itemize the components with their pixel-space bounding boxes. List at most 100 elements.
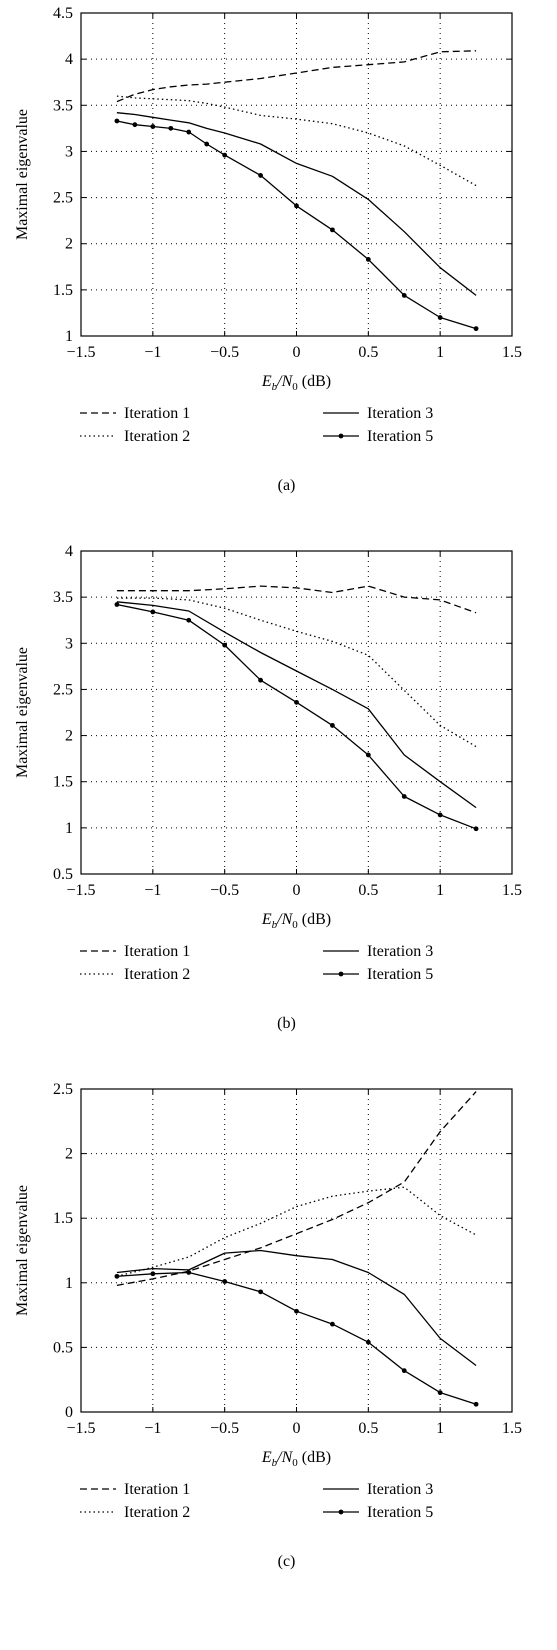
y-tick-label: 0.5 bbox=[53, 866, 73, 883]
chart-panel-1: −1.5 −1 −0.5 0 0.5 1 1.5 1 1.5 2 2.5 3 3.5 4 4.5 Maxima… bbox=[14, 5, 522, 494]
x-tick-label: −0.5 bbox=[210, 1420, 239, 1437]
data-point bbox=[186, 1270, 192, 1275]
series-line-iteration-3 bbox=[116, 601, 477, 809]
x-tick-label: −1 bbox=[144, 344, 161, 361]
data-point bbox=[222, 642, 228, 648]
legend-entry-label: Iteration 2 bbox=[124, 966, 190, 983]
data-point bbox=[222, 152, 228, 158]
y-tick-label: 1 bbox=[65, 820, 73, 837]
y-tick-label: 1 bbox=[65, 328, 73, 345]
x-tick-label: −1.5 bbox=[66, 344, 95, 361]
data-point bbox=[258, 677, 263, 683]
legend-entry-label: Iteration 3 bbox=[367, 405, 433, 422]
data-point bbox=[330, 723, 335, 728]
data-point bbox=[473, 826, 479, 832]
x-tick-label: 1.5 bbox=[502, 1420, 522, 1437]
y-tick-label: 3.5 bbox=[53, 589, 73, 606]
series-line-iteration-2 bbox=[116, 95, 477, 187]
y-tick-label: 2 bbox=[65, 728, 73, 745]
x-tick-label: 1 bbox=[436, 1420, 444, 1437]
y-axis-title: Maximal eigenvalue bbox=[14, 109, 31, 240]
series-line-iteration-2 bbox=[116, 1186, 477, 1277]
data-point bbox=[186, 617, 192, 623]
data-point bbox=[294, 203, 299, 209]
x-tick-label: −1 bbox=[144, 882, 161, 899]
legend-entry-label: Iteration 5 bbox=[367, 428, 433, 445]
y-tick-label: 0 bbox=[65, 1404, 73, 1421]
series-line-iteration-2 bbox=[116, 597, 477, 748]
data-point bbox=[473, 326, 479, 332]
data-point bbox=[473, 1401, 479, 1407]
data-point bbox=[365, 752, 371, 758]
y-tick-label: 4 bbox=[65, 543, 73, 560]
x-tick-label: −1.5 bbox=[66, 1420, 95, 1437]
data-point bbox=[258, 173, 263, 178]
y-axis-title: Maximal eigenvalue bbox=[14, 647, 31, 778]
legend-entry-label: Iteration 5 bbox=[367, 966, 433, 983]
data-point bbox=[330, 227, 335, 233]
series-line-iteration-3 bbox=[116, 112, 477, 296]
data-point bbox=[150, 1271, 156, 1277]
plot-frame bbox=[80, 1088, 513, 1413]
y-tick-label: 0.5 bbox=[53, 1339, 73, 1356]
data-point bbox=[222, 1279, 228, 1284]
data-point bbox=[294, 1308, 299, 1314]
x-tick-label: 1.5 bbox=[502, 882, 522, 899]
plot-frame bbox=[80, 12, 513, 337]
x-axis-title: Eb/N0 (dB) bbox=[261, 911, 331, 931]
panel-label: (c) bbox=[278, 1553, 296, 1570]
legend-entry-label: Iteration 2 bbox=[124, 428, 190, 445]
legend-entry-label: Iteration 3 bbox=[367, 943, 433, 960]
x-tick-label: 0.5 bbox=[358, 344, 378, 361]
data-point bbox=[365, 1339, 371, 1345]
x-tick-label: −1 bbox=[144, 1420, 161, 1437]
legend-entry-label: Iteration 1 bbox=[124, 1481, 190, 1498]
x-tick-label: 1.5 bbox=[502, 344, 522, 361]
y-tick-label: 3.5 bbox=[53, 97, 73, 114]
x-tick-label: 1 bbox=[436, 344, 444, 361]
series-line-iteration-1 bbox=[116, 585, 477, 614]
data-point bbox=[258, 1289, 263, 1295]
y-tick-label: 2.5 bbox=[53, 190, 73, 207]
data-point bbox=[401, 292, 407, 298]
data-point bbox=[114, 1273, 120, 1279]
data-point bbox=[330, 1321, 335, 1327]
legend: Iteration 1 Iteration 2 Iteration 3 Iterati… bbox=[80, 943, 433, 983]
data-point bbox=[150, 609, 156, 615]
data-point bbox=[132, 122, 138, 128]
y-tick-label: 1.5 bbox=[53, 774, 73, 791]
x-tick-label: −1.5 bbox=[66, 882, 95, 899]
legend-entry-label: Iteration 1 bbox=[124, 405, 190, 422]
x-tick-label: 0 bbox=[293, 882, 301, 899]
y-tick-label: 2 bbox=[65, 1146, 73, 1163]
data-point bbox=[204, 141, 210, 147]
data-point bbox=[294, 699, 299, 705]
legend-entry-label: Iteration 5 bbox=[367, 1504, 433, 1521]
legend-entry-label: Iteration 1 bbox=[124, 943, 190, 960]
x-tick-label: 0.5 bbox=[358, 1420, 378, 1437]
legend-entry-label: Iteration 3 bbox=[367, 1481, 433, 1498]
y-tick-label: 4.5 bbox=[53, 5, 73, 22]
data-point bbox=[186, 129, 192, 135]
data-point bbox=[168, 125, 174, 131]
series-line-iteration-5 bbox=[116, 120, 477, 330]
y-tick-label: 3 bbox=[65, 143, 73, 160]
x-axis-title: Eb/N0 (dB) bbox=[261, 1449, 331, 1469]
series-line-iteration-1 bbox=[116, 1091, 477, 1287]
legend: Iteration 1 Iteration 2 Iteration 3 Iterati… bbox=[80, 1481, 433, 1521]
data-point bbox=[401, 794, 407, 799]
data-point bbox=[114, 118, 120, 124]
data-point bbox=[437, 1390, 443, 1396]
y-tick-label: 2.5 bbox=[53, 681, 73, 698]
chart-panel-2: −1.5 −1 −0.5 0 0.5 1 1.5 0.5 1 1.5 2 2.5 3 3.5 4 Maxima… bbox=[14, 543, 522, 1032]
legend-marker bbox=[338, 971, 344, 977]
legend: Iteration 1 Iteration 2 Iteration 3 Iterati… bbox=[80, 405, 433, 445]
data-point bbox=[114, 602, 120, 607]
x-tick-label: −0.5 bbox=[210, 882, 239, 899]
panel-label: (b) bbox=[277, 1015, 296, 1032]
chart-panel-3: −1.5 −1 −0.5 0 0.5 1 1.5 0 0.5 1 1.5 2 2.5 Maximal ei… bbox=[14, 1081, 522, 1570]
y-tick-label: 3 bbox=[65, 635, 73, 652]
y-tick-label: 1 bbox=[65, 1275, 73, 1292]
y-tick-label: 2.5 bbox=[53, 1081, 73, 1098]
